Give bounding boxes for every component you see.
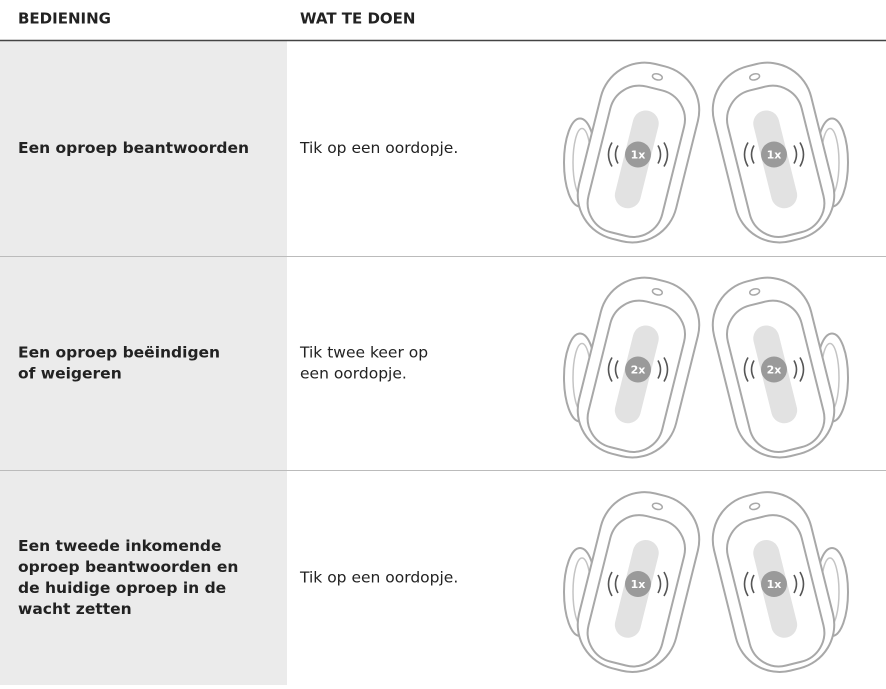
header-cell: BEDIENING [18,10,111,28]
action-text: een oordopje. [300,365,407,383]
tap-wave [743,357,749,382]
action-text: Tik op een oordopje. [299,139,458,157]
tap-wave [657,145,662,164]
tap-dot [625,571,651,597]
tap-wave [750,360,755,379]
control-text: wacht zetten [18,600,132,618]
tap-dot [625,141,651,168]
tap-dot [761,356,787,383]
control-text: Een oproep beantwoorden [18,139,249,157]
first-column-bg [0,41,287,685]
tap-wave [799,571,805,597]
tap-count: 2x [631,364,646,377]
tap-wave [743,142,749,167]
tip [748,502,761,511]
earbud [563,491,701,673]
tap-count: 1x [631,149,646,162]
tap-wave [793,574,798,594]
tap-wave [663,142,669,167]
tap-wave [607,357,613,382]
tap-wave [663,571,669,597]
tap-wave [607,571,613,597]
tap-count: 1x [631,578,646,591]
header-cell: WAT TE DOEN [300,10,415,28]
tap-wave [607,142,613,167]
tip [651,287,664,296]
control-text: of weigeren [18,365,122,383]
tap-wave [614,145,619,164]
tap-wave [614,574,619,594]
tap-wave [793,360,798,379]
tap-wave [750,145,755,164]
earbud [711,491,849,673]
tap-wave [657,574,662,594]
tap-wave [614,360,619,379]
control-text: Een oproep beëindigen [18,344,220,362]
earbud [711,61,849,244]
tap-wave [793,145,798,164]
action-text: Tik twee keer op [299,344,428,362]
tap-wave [743,571,749,597]
tap-wave [799,142,805,167]
tap-dot [625,356,651,383]
tap-dot [761,571,787,597]
tap-dot [761,141,787,168]
tap-wave [750,574,755,594]
earbud [563,61,701,244]
tap-count: 2x [767,364,782,377]
tap-count: 1x [767,578,782,591]
tip [748,287,761,296]
earbud [563,276,701,459]
tap-wave [657,360,662,379]
control-text: oproep beantwoorden en [18,558,238,576]
action-text: Tik op een oordopje. [299,569,458,587]
tip [651,502,664,511]
earbud [711,276,849,459]
tap-count: 1x [767,149,782,162]
tap-wave [799,357,805,382]
tip [651,72,664,81]
tip [748,72,761,81]
control-text: Een tweede inkomende [18,537,221,555]
control-text: de huidige oproep in de [18,579,226,597]
tap-wave [663,357,669,382]
